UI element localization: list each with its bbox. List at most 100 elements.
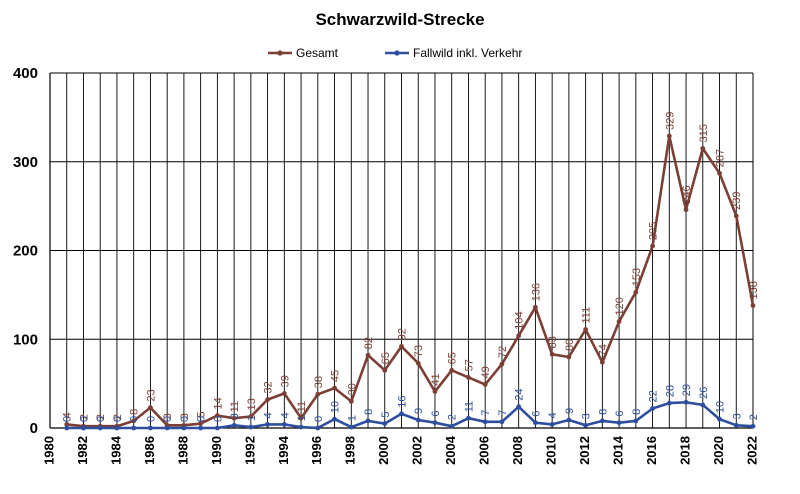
data-point [231, 415, 237, 421]
data-label: 83 [547, 336, 559, 348]
data-label: 0 [179, 416, 191, 422]
data-label: 8 [129, 409, 141, 415]
x-tick-label: 2004 [443, 435, 458, 465]
data-point [399, 343, 404, 349]
y-tick-label: 300 [13, 154, 38, 171]
data-label: 0 [196, 416, 208, 422]
data-point [81, 425, 86, 431]
data-label: 246 [681, 185, 693, 203]
x-tick-label: 2022 [744, 436, 759, 465]
data-label: 10 [715, 401, 727, 413]
data-point [700, 146, 706, 151]
data-label: 11 [296, 401, 308, 412]
data-label: 65 [447, 352, 459, 364]
data-point [482, 382, 488, 387]
data-label: 8 [597, 409, 609, 415]
data-point [97, 425, 103, 431]
data-point [616, 420, 622, 426]
data-label: 0 [95, 416, 107, 422]
series-markers [64, 133, 756, 431]
y-tick-label: 0 [30, 420, 38, 437]
data-point [533, 304, 538, 310]
data-label: 3 [731, 413, 743, 419]
x-tick-label: 1994 [276, 435, 291, 465]
data-point [214, 413, 220, 418]
data-point [131, 418, 137, 424]
data-label: 26 [698, 387, 710, 399]
data-label: 1 [246, 415, 258, 421]
y-tick-label: 100 [13, 331, 38, 348]
data-label: 73 [413, 345, 425, 357]
data-label: 205 [648, 222, 660, 240]
series-line-fallwild [66, 400, 754, 430]
data-point [131, 425, 137, 431]
data-point [466, 375, 471, 380]
data-label: 6 [530, 411, 542, 417]
data-label: 0 [129, 416, 141, 422]
x-tick-label: 2010 [544, 436, 559, 465]
data-point [750, 423, 756, 429]
data-label: 4 [62, 412, 74, 418]
y-tick-label: 200 [13, 243, 38, 260]
legend: Gesamt Fallwild inkl. Verkehr [268, 46, 522, 60]
x-tick-label: 2018 [677, 436, 692, 465]
data-label: 0 [112, 416, 124, 422]
data-point [415, 417, 421, 423]
data-point [599, 418, 605, 424]
data-label: 4 [279, 412, 291, 418]
data-label: 9 [413, 408, 425, 414]
data-point [616, 319, 622, 324]
data-label: 38 [313, 376, 325, 388]
data-point [298, 424, 304, 430]
data-point [733, 213, 739, 219]
x-tick-label: 1990 [209, 436, 224, 465]
data-point [683, 399, 689, 405]
data-point [281, 422, 287, 427]
data-point [315, 425, 321, 431]
x-tick-label: 1996 [309, 436, 324, 465]
data-point [482, 419, 488, 425]
data-point [64, 425, 70, 431]
data-point [164, 425, 170, 431]
data-label: 7 [480, 410, 492, 416]
data-label: 82 [363, 337, 375, 349]
x-tick-label: 2016 [644, 436, 659, 465]
data-label: 4 [547, 412, 559, 418]
y-tick-label: 400 [13, 65, 38, 82]
data-label: 80 [564, 339, 576, 351]
data-label: 104 [514, 311, 526, 329]
data-label: 92 [397, 328, 409, 340]
data-label: 23 [145, 389, 157, 401]
data-label: 2 [748, 414, 760, 420]
data-label: 32 [263, 381, 275, 393]
data-point [148, 425, 153, 431]
data-point [516, 404, 522, 410]
data-label: 5 [196, 411, 208, 417]
data-point [499, 361, 505, 367]
chart-title: Schwarzwild-Strecke [315, 10, 484, 29]
legend-label-gesamt: Gesamt [296, 46, 339, 60]
data-point [633, 289, 639, 295]
data-point [466, 415, 471, 421]
data-point [332, 416, 337, 422]
data-label: 72 [497, 346, 509, 358]
x-tick-label: 1992 [242, 436, 257, 465]
data-point [248, 414, 254, 419]
data-label: 136 [530, 283, 542, 301]
data-label: 120 [614, 297, 626, 315]
x-tick-label: 1984 [108, 435, 123, 465]
x-tick-label: 2002 [410, 436, 425, 465]
data-point [114, 425, 120, 431]
data-point [365, 352, 371, 358]
data-label: 153 [631, 268, 643, 286]
data-point [650, 406, 655, 411]
data-point [599, 359, 605, 365]
data-point [717, 170, 722, 176]
data-label: 0 [145, 416, 157, 422]
data-point [214, 425, 220, 431]
data-label: 4 [263, 412, 275, 418]
data-point [432, 420, 438, 426]
data-label: 239 [731, 192, 743, 210]
x-tick-label: 1988 [175, 436, 190, 465]
data-point [281, 390, 287, 396]
